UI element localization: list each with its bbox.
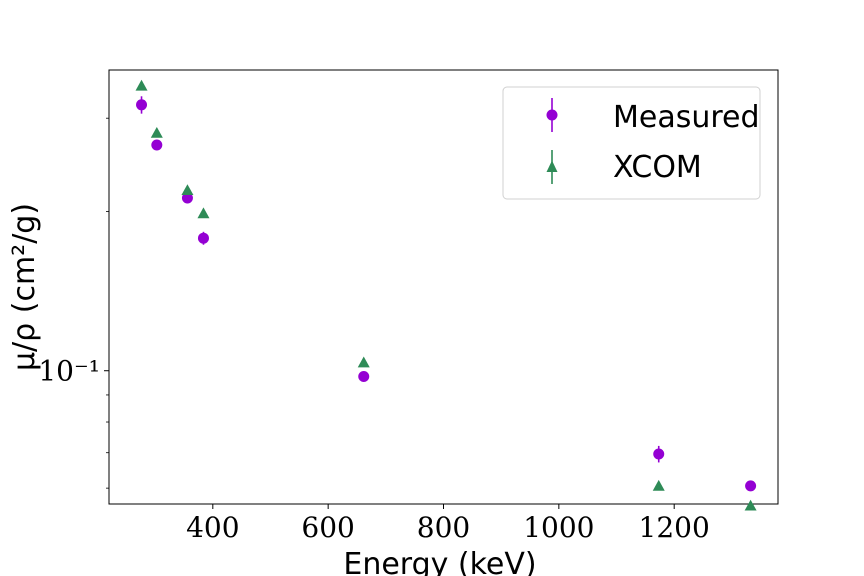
x-axis-ticks: 400 600 800 1000 1200 bbox=[186, 504, 710, 544]
legend-measured-label: Measured bbox=[613, 100, 760, 135]
data-points bbox=[135, 79, 757, 511]
xcom-point bbox=[197, 207, 210, 219]
y-axis-ticks: 10⁻¹ bbox=[38, 117, 109, 489]
y-tick-label: 10⁻¹ bbox=[38, 355, 100, 388]
xcom-point bbox=[135, 79, 148, 91]
measured-point bbox=[151, 139, 163, 151]
legend-box bbox=[502, 86, 761, 200]
measured-point bbox=[181, 192, 193, 204]
measured-point bbox=[745, 480, 757, 492]
x-tick-label: 600 bbox=[301, 511, 354, 544]
measured-point bbox=[136, 99, 148, 111]
measured-point bbox=[358, 371, 370, 383]
legend-xcom-marker bbox=[546, 160, 558, 172]
xcom-point bbox=[357, 356, 370, 368]
measured-point bbox=[197, 232, 209, 244]
xcom-point bbox=[150, 126, 163, 138]
x-tick-label: 400 bbox=[186, 511, 239, 544]
x-tick-label: 800 bbox=[417, 511, 470, 544]
x-axis-title: Energy (keV) bbox=[343, 547, 536, 576]
measured-point bbox=[653, 448, 665, 460]
xcom-point bbox=[652, 479, 665, 491]
y-axis-title: μ/ρ (cm²/g) bbox=[7, 203, 42, 371]
x-tick-label: 1000 bbox=[523, 511, 594, 544]
legend-xcom-label: XCOM bbox=[613, 150, 702, 185]
xcom-point bbox=[181, 184, 194, 196]
xcom-point bbox=[744, 499, 757, 511]
x-tick-label: 1200 bbox=[639, 511, 710, 544]
legend-measured-marker bbox=[546, 109, 558, 121]
legend: Measured XCOM bbox=[502, 86, 761, 200]
